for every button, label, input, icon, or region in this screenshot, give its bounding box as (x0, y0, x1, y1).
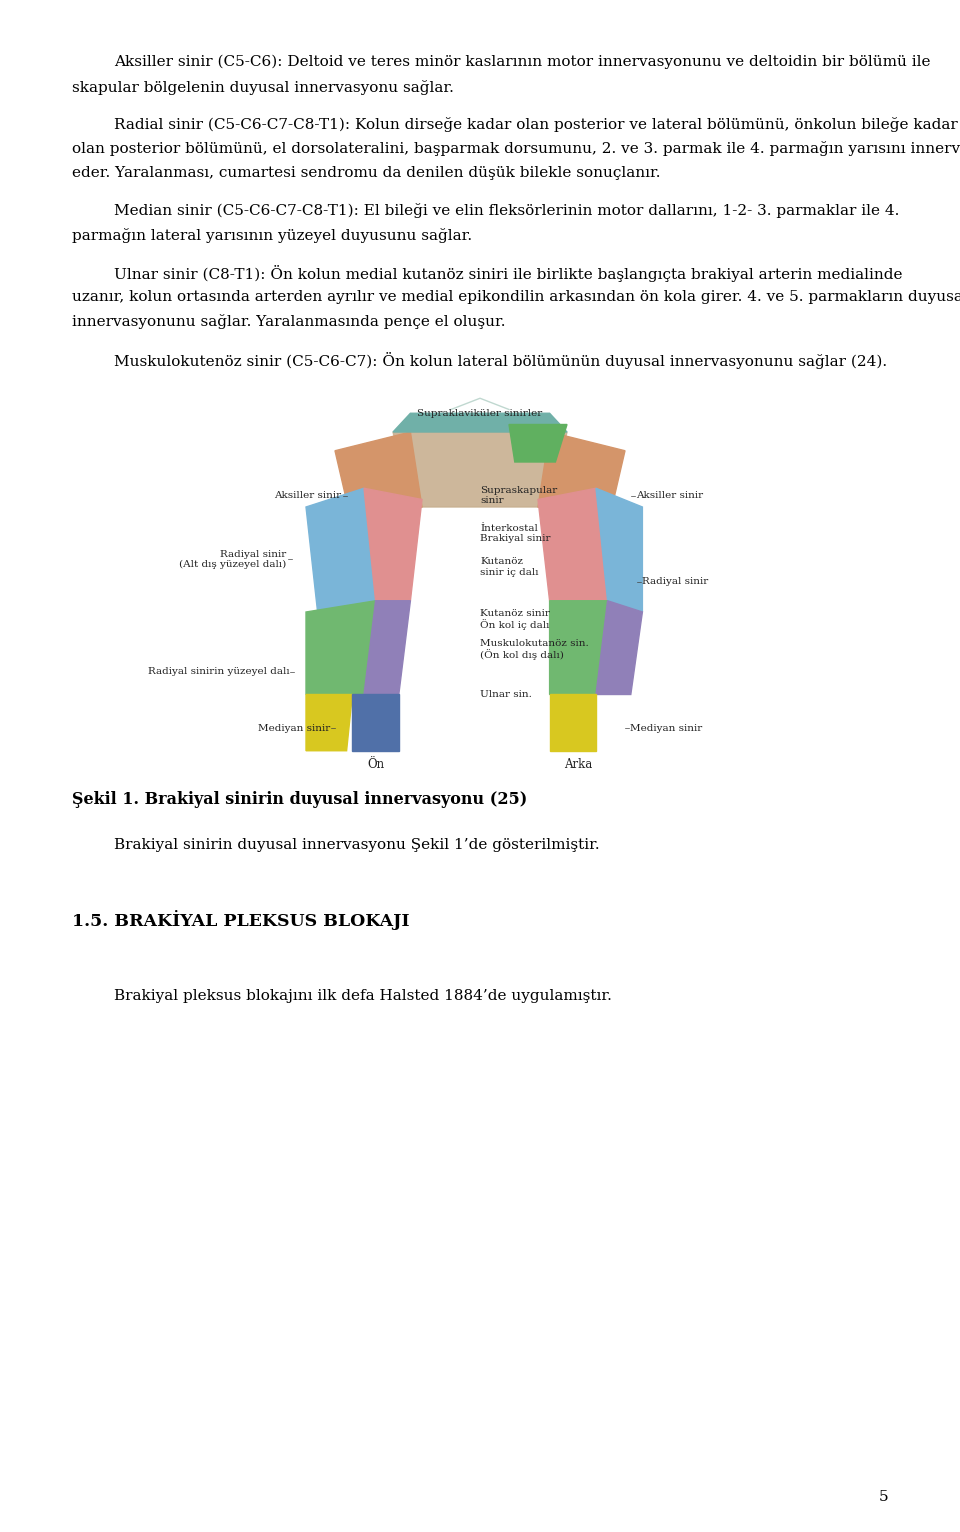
Text: Median sinir (C5-C6-C7-C8-T1): El bileği ve elin fleksörlerinin motor dallarını,: Median sinir (C5-C6-C7-C8-T1): El bileği… (114, 204, 900, 219)
Text: Ulnar sin.: Ulnar sin. (480, 689, 532, 699)
Polygon shape (596, 489, 642, 611)
Text: Kutanöz sinir
Ön kol iç dalı: Kutanöz sinir Ön kol iç dalı (480, 608, 550, 630)
Polygon shape (364, 489, 422, 601)
Text: Radial sinir (C5-C6-C7-C8-T1): Kolun dirseğe kadar olan posterior ve lateral böl: Radial sinir (C5-C6-C7-C8-T1): Kolun dir… (114, 116, 958, 132)
Text: 1.5. BRAKİYAL PLEKSUS BLOKAJI: 1.5. BRAKİYAL PLEKSUS BLOKAJI (72, 910, 410, 930)
Polygon shape (538, 432, 625, 525)
Polygon shape (352, 694, 398, 751)
Polygon shape (549, 694, 596, 751)
Text: Supraskapular
sinir: Supraskapular sinir (480, 486, 557, 506)
Polygon shape (393, 432, 567, 507)
Text: olan posterior bölümünü, el dorsolateralini, başparmak dorsumunu, 2. ve 3. parma: olan posterior bölümünü, el dorsolateral… (72, 141, 960, 156)
Polygon shape (306, 694, 352, 751)
Text: Radiyal sinir
(Alt dış yüzeyel dalı): Radiyal sinir (Alt dış yüzeyel dalı) (180, 550, 286, 570)
Polygon shape (596, 601, 642, 694)
Polygon shape (306, 601, 375, 694)
Text: Brakiyal pleksus blokajını ilk defa Halsted 1884’de uygulamıştır.: Brakiyal pleksus blokajını ilk defa Hals… (114, 988, 612, 1003)
Text: Şekil 1. Brakiyal sinirin duyusal innervasyonu (25): Şekil 1. Brakiyal sinirin duyusal innerv… (72, 792, 527, 809)
Text: Radiyal sinirin yüzeyel dalı: Radiyal sinirin yüzeyel dalı (148, 668, 289, 677)
Text: Arka: Arka (564, 758, 592, 771)
Text: skapular bölgelenin duyusal innervasyonu sağlar.: skapular bölgelenin duyusal innervasyonu… (72, 80, 454, 95)
Text: Radiyal sinir: Radiyal sinir (641, 578, 708, 587)
Text: Supraklaviküler sinirler: Supraklaviküler sinirler (418, 409, 542, 418)
Text: parmağın lateral yarısının yüzeyel duyusunu sağlar.: parmağın lateral yarısının yüzeyel duyus… (72, 228, 472, 244)
Text: Aksiller sinir (C5-C6): Deltoid ve teres minör kaslarının motor innervasyonunu v: Aksiller sinir (C5-C6): Deltoid ve teres… (114, 55, 930, 69)
Text: İnterkostal
Brakiyal sinir: İnterkostal Brakiyal sinir (480, 524, 550, 542)
Polygon shape (509, 424, 567, 463)
Text: Ulnar sinir (C8-T1): Ön kolun medial kutanöz siniri ile birlikte başlangıçta bra: Ulnar sinir (C8-T1): Ön kolun medial kut… (114, 265, 902, 282)
Text: Kutanöz
sinir iç dalı: Kutanöz sinir iç dalı (480, 558, 539, 576)
Text: 5: 5 (878, 1491, 888, 1504)
Polygon shape (393, 414, 567, 432)
Polygon shape (549, 601, 608, 694)
Text: Muskulokutanöz sin.
(Ön kol dış dalı): Muskulokutanöz sin. (Ön kol dış dalı) (480, 639, 588, 660)
Text: Muskulokutenöz sinir (C5-C6-C7): Ön kolun lateral bölümünün duyusal innervasyonu: Muskulokutenöz sinir (C5-C6-C7): Ön kolu… (114, 352, 887, 369)
Bar (190, 395, 770, 769)
Text: eder. Yaralanması, cumartesi sendromu da denilen düşük bilekle sonuçlanır.: eder. Yaralanması, cumartesi sendromu da… (72, 165, 660, 179)
Polygon shape (306, 489, 375, 611)
Polygon shape (538, 489, 608, 601)
Text: Mediyan sinir: Mediyan sinir (630, 723, 703, 732)
Text: Ön: Ön (367, 758, 384, 771)
Text: Brakiyal sinirin duyusal innervasyonu Şekil 1’de gösterilmiştir.: Brakiyal sinirin duyusal innervasyonu Şe… (114, 838, 600, 852)
Text: innervasyonunu sağlar. Yaralanmasında pençe el oluşur.: innervasyonunu sağlar. Yaralanmasında pe… (72, 314, 506, 329)
Polygon shape (335, 432, 422, 525)
Text: Aksiller sinir: Aksiller sinir (636, 492, 703, 501)
Text: uzanır, kolun ortasında arterden ayrılır ve medial epikondilin arkasından ön kol: uzanır, kolun ortasında arterden ayrılır… (72, 290, 960, 303)
Text: Aksiller sinir: Aksiller sinir (275, 492, 342, 501)
Text: Mediyan sinir: Mediyan sinir (257, 723, 330, 732)
Polygon shape (364, 601, 410, 694)
